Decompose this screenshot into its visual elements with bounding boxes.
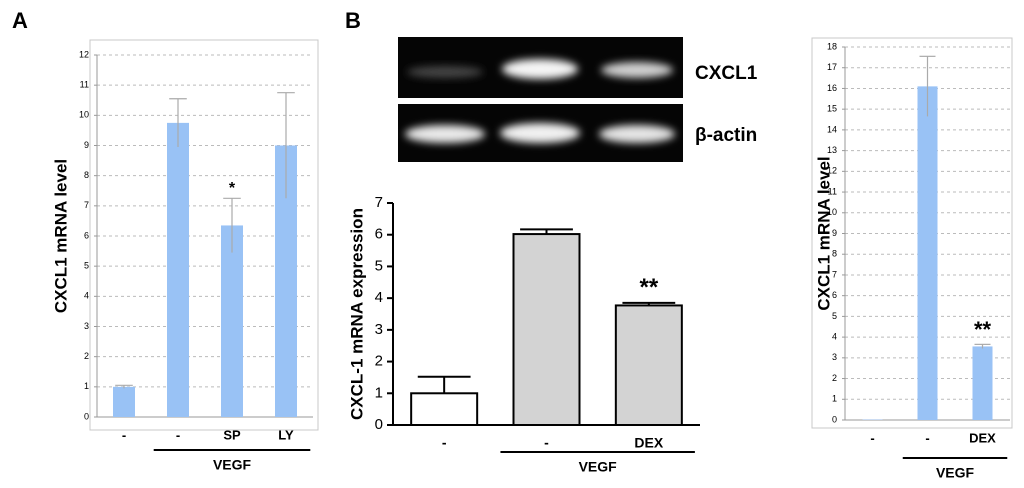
y-tick-label: 0 <box>84 411 89 421</box>
y-tick-label: 4 <box>832 331 837 341</box>
bar <box>167 122 189 417</box>
y-axis-label: CXCL1 mRNA level <box>814 156 833 310</box>
x-tick-label: DEX <box>634 435 663 451</box>
significance-mark: ** <box>639 274 658 301</box>
bar <box>275 145 297 417</box>
y-tick-label: 7 <box>84 200 89 210</box>
y-tick-label: 5 <box>84 261 89 271</box>
bar <box>512 233 581 426</box>
y-tick-label: 11 <box>828 186 837 196</box>
x-tick-label: DEX <box>969 430 996 445</box>
bar <box>410 392 479 426</box>
y-tick-label: 9 <box>84 140 89 150</box>
y-tick-label: 14 <box>827 124 837 134</box>
y-tick-label: 13 <box>827 145 837 155</box>
y-tick-label: 2 <box>375 353 383 370</box>
gel-label: CXCL1 <box>695 63 758 84</box>
y-tick-label: 15 <box>827 104 837 114</box>
y-tick-label: 4 <box>375 289 383 306</box>
y-tick-label: 16 <box>827 83 837 93</box>
group-label: VEGF <box>213 457 252 473</box>
y-tick-label: 6 <box>832 290 837 300</box>
y-tick-label: 3 <box>84 321 89 331</box>
x-tick-label: - <box>870 430 874 445</box>
gel-image <box>398 37 683 162</box>
bar <box>113 386 135 417</box>
group-label: VEGF <box>936 465 975 481</box>
y-tick-label: 9 <box>832 228 837 238</box>
x-tick-label: - <box>122 427 126 442</box>
gel-label: β-actin <box>695 125 757 146</box>
x-tick-label: - <box>176 427 180 442</box>
y-tick-label: 7 <box>375 194 383 211</box>
y-tick-label: 6 <box>84 230 89 240</box>
y-tick-label: 8 <box>832 249 837 259</box>
plot-frame <box>89 39 319 431</box>
significance-mark: * <box>229 180 236 197</box>
y-tick-label: 12 <box>79 49 89 59</box>
group-label: VEGF <box>579 459 618 475</box>
y-tick-label: 2 <box>84 351 89 361</box>
panel-label: A <box>12 8 28 33</box>
significance-mark: ** <box>974 317 992 342</box>
panel-label: B <box>345 8 361 33</box>
x-tick-label: - <box>925 430 929 445</box>
y-tick-label: 8 <box>84 170 89 180</box>
y-axis-label: CXCL1 mRNA level <box>51 159 70 313</box>
y-tick-label: 5 <box>375 257 383 274</box>
x-tick-label: SP <box>223 427 241 442</box>
x-tick-label: - <box>544 435 549 451</box>
y-tick-label: 5 <box>832 311 837 321</box>
y-tick-label: 12 <box>827 166 837 176</box>
bar <box>614 304 683 426</box>
y-axis-label: CXCL-1 mRNA expression <box>347 208 366 420</box>
y-tick-label: 4 <box>84 291 89 301</box>
y-tick-label: 11 <box>80 80 89 90</box>
y-tick-label: 2 <box>832 373 837 383</box>
y-tick-label: 18 <box>827 41 837 51</box>
y-tick-label: 3 <box>375 321 383 338</box>
y-tick-label: 3 <box>832 352 837 362</box>
plot-frame <box>811 37 1013 429</box>
y-tick-label: 10 <box>79 110 89 120</box>
x-tick-label: - <box>442 435 447 451</box>
y-tick-label: 17 <box>827 62 837 72</box>
y-tick-label: 1 <box>832 394 837 404</box>
y-tick-label: 0 <box>832 414 837 424</box>
y-tick-label: 1 <box>375 384 383 401</box>
y-tick-label: 6 <box>375 226 383 243</box>
bar <box>221 225 243 417</box>
y-tick-label: 0 <box>375 416 383 433</box>
y-tick-label: 10 <box>827 207 837 217</box>
y-tick-label: 7 <box>832 269 837 279</box>
bar <box>917 86 938 420</box>
bar <box>972 346 993 420</box>
y-tick-label: 1 <box>84 381 89 391</box>
x-tick-label: LY <box>278 427 294 442</box>
